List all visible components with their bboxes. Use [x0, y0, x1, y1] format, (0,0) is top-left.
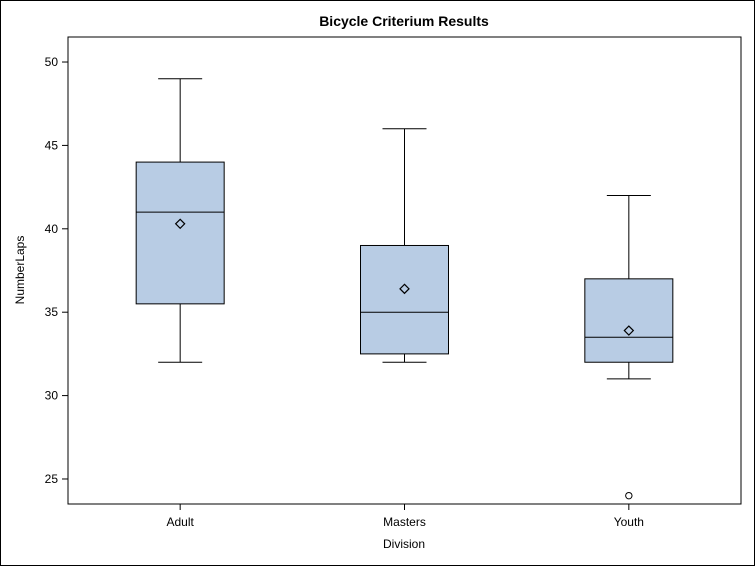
y-tick-label: 25	[45, 472, 59, 486]
box-masters	[360, 244, 449, 355]
y-tick-label: 45	[45, 138, 59, 152]
y-axis-label: NumberLaps	[13, 236, 27, 305]
x-tick-label: Masters	[383, 515, 426, 529]
x-tick-label: Adult	[166, 515, 194, 529]
mean-marker-masters	[399, 283, 410, 295]
boxes-group	[135, 78, 674, 500]
box-adult	[135, 161, 225, 305]
x-axis-label: Division	[383, 537, 425, 551]
y-tick-label: 40	[45, 222, 59, 236]
box-youth	[584, 278, 674, 363]
x-tick-label: Youth	[614, 515, 644, 529]
y-tick-label: 30	[45, 389, 59, 403]
x-axis: Adult Masters Youth	[166, 504, 644, 529]
outlier-point-youth	[625, 491, 633, 500]
mean-marker-youth	[623, 325, 635, 336]
y-tick-label: 35	[45, 305, 59, 319]
mean-marker-adult	[174, 218, 186, 230]
y-axis: 25 30 35 40 45 50	[45, 55, 68, 486]
y-tick-label: 50	[45, 55, 59, 69]
chart-title: Bicycle Criterium Results	[319, 13, 489, 29]
